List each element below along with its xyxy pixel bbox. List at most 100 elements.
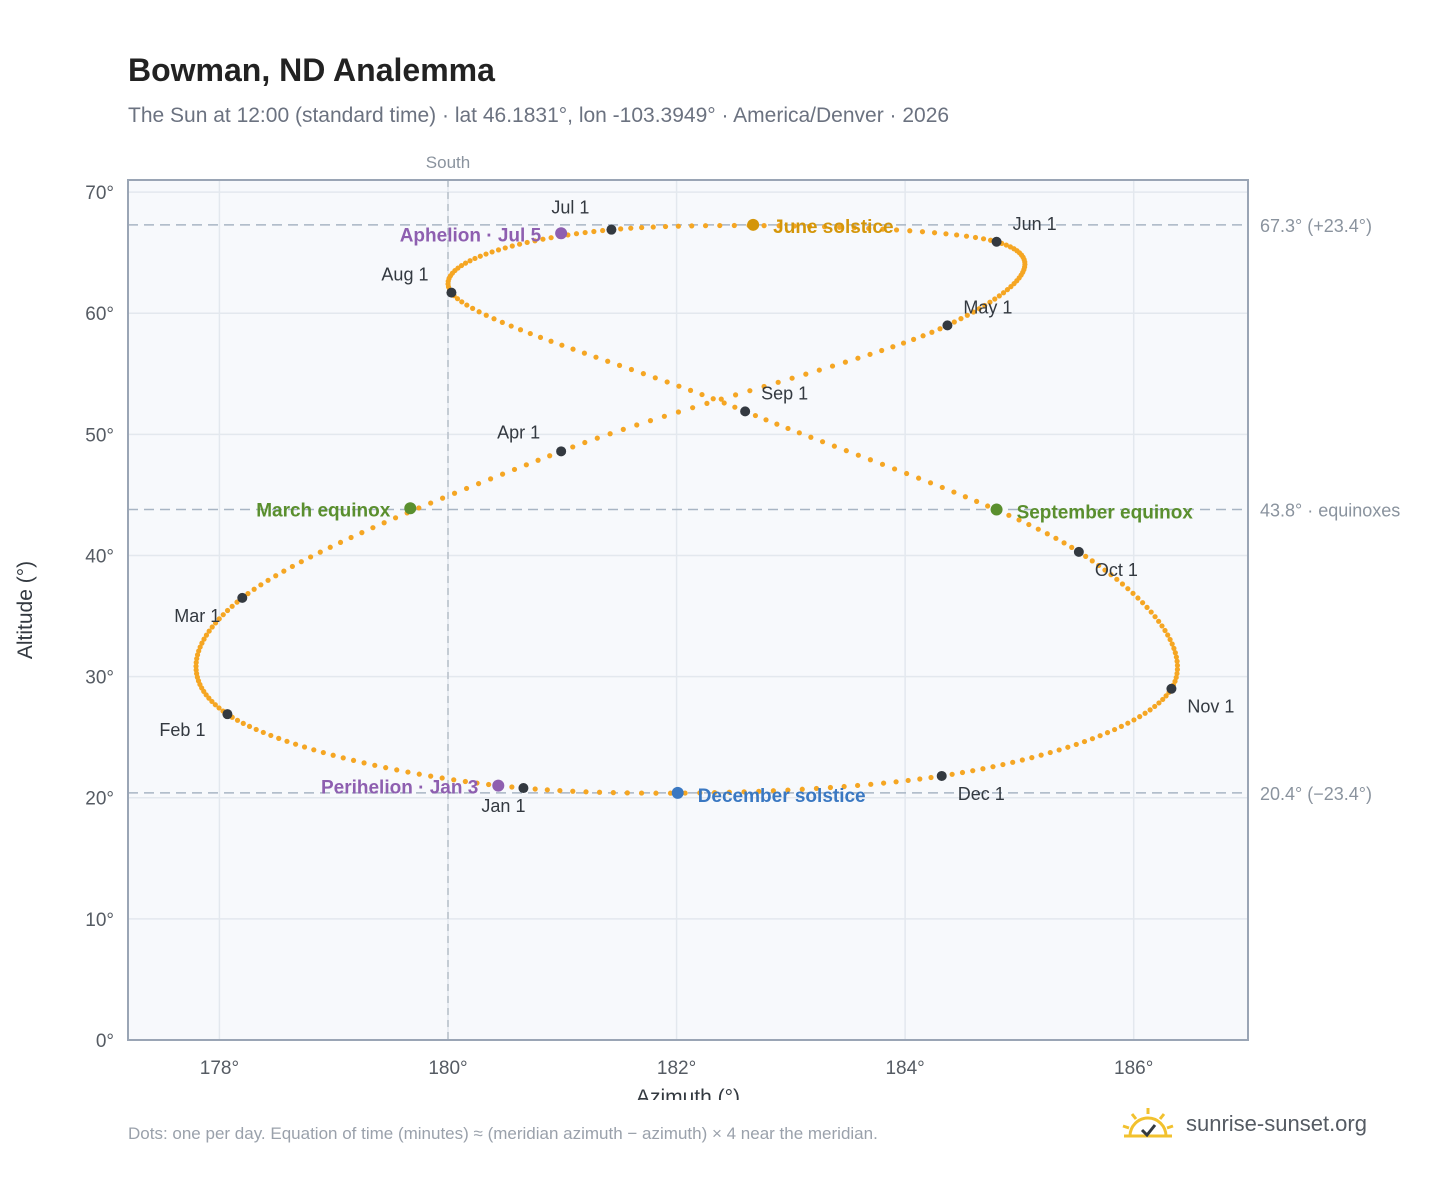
reference-label: 43.8° · equinoxes (1260, 500, 1400, 520)
daily-sun-dot (1111, 726, 1118, 733)
x-tick-label: 180° (428, 1058, 467, 1079)
daily-sun-dot (756, 788, 762, 794)
daily-sun-dot (1125, 586, 1131, 592)
daily-sun-dot (547, 453, 553, 459)
daily-sun-dot (1130, 590, 1136, 596)
daily-sun-dot (1026, 521, 1032, 528)
event-marker (990, 503, 1003, 516)
daily-sun-dot (276, 735, 282, 741)
daily-sun-dot (711, 790, 718, 796)
daily-sun-dot (867, 351, 873, 357)
daily-sun-dot (284, 738, 290, 744)
daily-sun-dot (676, 383, 682, 389)
daily-sun-dot (582, 439, 588, 446)
daily-sun-dot (920, 333, 926, 339)
daily-sun-dot (246, 723, 253, 730)
y-tick-label: 70° (85, 183, 114, 204)
daily-sun-dot (570, 346, 576, 352)
daily-sun-dot (475, 481, 482, 487)
daily-sun-dot (416, 505, 422, 511)
daily-sun-dot (573, 231, 580, 237)
daily-sun-dot (893, 227, 900, 233)
daily-sun-dot (467, 258, 473, 264)
daily-sun-dot (916, 475, 922, 481)
daily-sun-dot (268, 732, 274, 739)
daily-sun-dot (1038, 752, 1044, 758)
daily-sun-dot (1065, 744, 1071, 750)
x-tick-label: 186° (1114, 1058, 1153, 1079)
event-marker (555, 227, 568, 240)
daily-sun-dot (327, 544, 333, 550)
daily-sun-dot (972, 234, 979, 241)
daily-sun-dot (976, 306, 982, 312)
daily-sun-dot (260, 729, 266, 736)
daily-sun-dot (439, 775, 445, 781)
daily-sun-dot (197, 644, 203, 650)
daily-sun-dot (1159, 623, 1165, 629)
daily-sun-dot (428, 773, 434, 779)
daily-sun-dot (761, 383, 767, 390)
daily-sun-dot (394, 767, 400, 773)
daily-sun-dot (996, 293, 1002, 299)
daily-sun-dot (1118, 723, 1124, 729)
daily-sun-dot (383, 765, 389, 771)
daily-sun-dot (1044, 531, 1050, 537)
daily-sun-dot (540, 236, 546, 242)
daily-sun-dot (675, 223, 681, 229)
brand-name: sunrise-sunset.org (1186, 1111, 1367, 1136)
y-tick-label: 50° (85, 425, 114, 446)
daily-sun-dot (1156, 618, 1162, 624)
brand[interactable]: sunrise-sunset.org (1120, 1104, 1367, 1144)
daily-sun-dot (827, 784, 834, 791)
plot-frame (127, 179, 1249, 1041)
daily-sun-dot (963, 233, 970, 239)
daily-sun-dot (1004, 287, 1011, 293)
daily-sun-dot (1108, 572, 1114, 578)
daily-sun-dot (1097, 733, 1103, 739)
daily-sun-dot (881, 780, 887, 786)
daily-sun-dot (879, 461, 886, 467)
daily-sun-dot (650, 224, 656, 230)
chart-subtitle: The Sun at 12:00 (standard time) · lat 4… (128, 104, 950, 127)
daily-sun-dot (799, 786, 805, 792)
daily-sun-dot (439, 495, 446, 501)
daily-sun-dot (647, 418, 654, 424)
daily-sun-dot (689, 223, 695, 229)
plot-area (128, 180, 1248, 1040)
daily-sun-dot (964, 312, 970, 318)
daily-sun-dot (216, 616, 222, 622)
daily-sun-dot (624, 790, 630, 796)
daily-sun-dot (1007, 244, 1013, 250)
daily-sun-dot (653, 790, 659, 796)
daily-sun-dot (687, 387, 694, 393)
daily-sun-dot (841, 783, 847, 790)
daily-sun-dot (517, 327, 524, 333)
daily-sun-dot (732, 392, 739, 398)
daily-sun-dot (1083, 553, 1089, 559)
daily-sun-dot (245, 591, 251, 597)
daily-sun-dot (661, 413, 667, 419)
daily-sun-dot (370, 525, 376, 531)
daily-sun-dot (474, 780, 480, 786)
daily-sun-dot (548, 338, 554, 344)
month-marker (936, 770, 947, 781)
daily-sun-dot (1163, 693, 1169, 699)
daily-sun-dot (1000, 761, 1006, 768)
month-label: Jan 1 (481, 796, 525, 816)
daily-sun-dot (209, 624, 215, 630)
daily-sun-dot (917, 776, 923, 782)
daily-sun-dot (1119, 581, 1126, 587)
daily-sun-dot (570, 788, 576, 794)
daily-sun-dot (216, 705, 222, 711)
daily-sun-dot (652, 375, 658, 381)
daily-sun-dot (628, 225, 634, 231)
daily-sun-dot (1167, 636, 1173, 643)
daily-sun-dot (761, 223, 767, 229)
event-label: June solstice (773, 217, 893, 238)
daily-sun-dot (1135, 595, 1141, 601)
daily-sun-dot (320, 749, 326, 756)
daily-sun-dot (265, 577, 271, 583)
event-marker (404, 502, 417, 515)
daily-sun-dot (907, 228, 913, 234)
daily-sun-dot (537, 334, 544, 340)
